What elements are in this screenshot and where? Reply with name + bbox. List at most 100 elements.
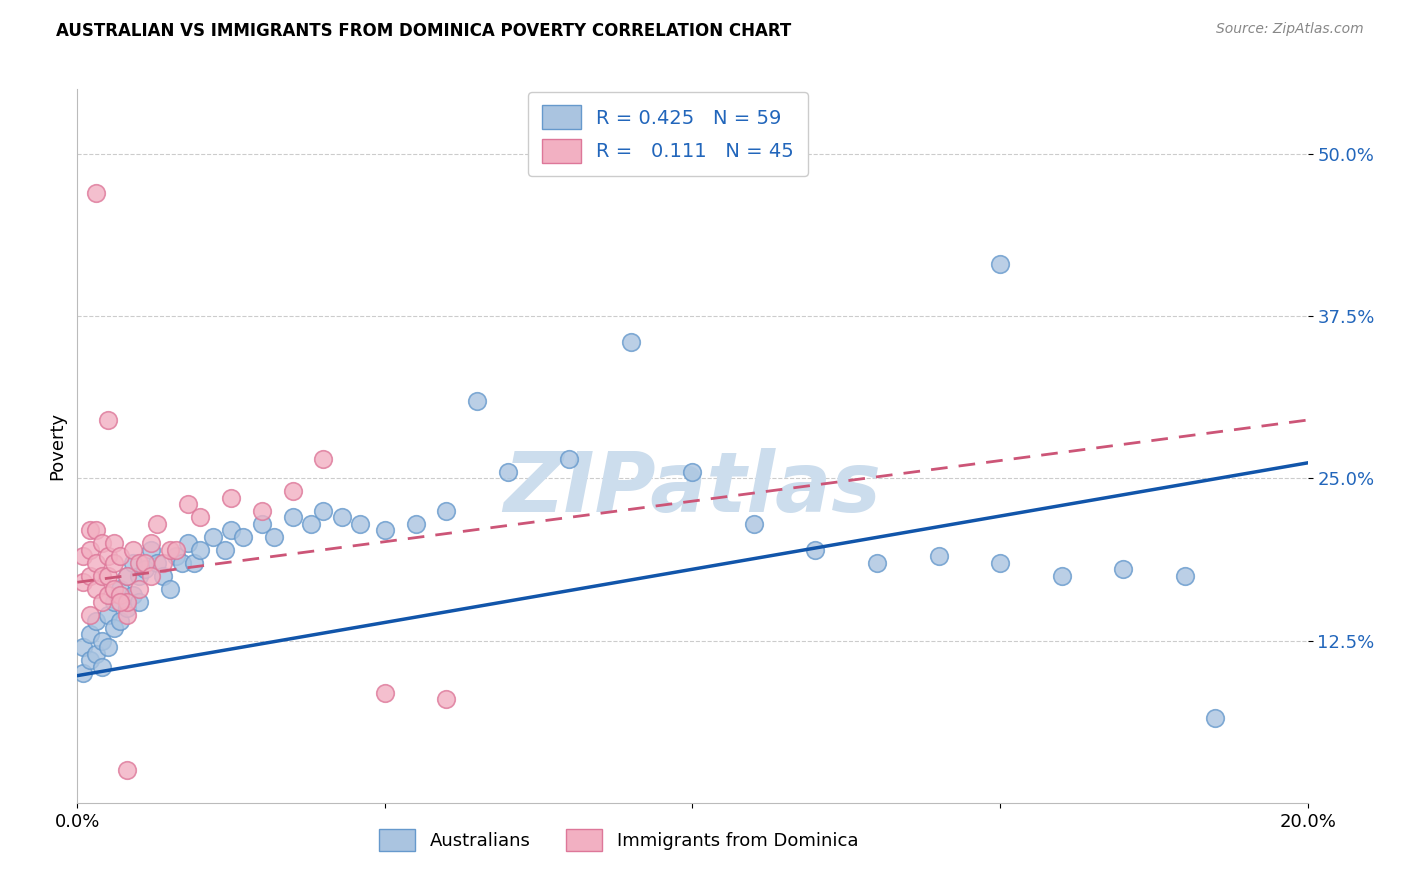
Point <box>170 556 193 570</box>
Point <box>72 640 94 654</box>
Point <box>97 413 120 427</box>
Point <box>134 556 156 570</box>
Point <box>436 504 458 518</box>
Point <box>97 568 120 582</box>
Point <box>177 536 200 550</box>
Point <box>115 568 138 582</box>
Point <box>97 640 120 654</box>
Point <box>79 627 101 641</box>
Point <box>188 542 212 557</box>
Point <box>90 633 114 648</box>
Point <box>299 516 322 531</box>
Point <box>152 556 174 570</box>
Point <box>110 582 132 596</box>
Point <box>128 568 150 582</box>
Point <box>84 582 107 596</box>
Point <box>110 614 132 628</box>
Point <box>141 542 163 557</box>
Point <box>159 542 181 557</box>
Point <box>465 393 488 408</box>
Point <box>183 556 205 570</box>
Point <box>219 524 242 538</box>
Point <box>72 549 94 564</box>
Point <box>141 536 163 550</box>
Point <box>90 568 114 582</box>
Point <box>121 542 143 557</box>
Point <box>804 542 827 557</box>
Point <box>1050 568 1073 582</box>
Point <box>84 524 107 538</box>
Point <box>103 595 125 609</box>
Point <box>115 764 138 778</box>
Y-axis label: Poverty: Poverty <box>48 412 66 480</box>
Point <box>330 510 353 524</box>
Point <box>152 568 174 582</box>
Point <box>496 465 519 479</box>
Point <box>928 549 950 564</box>
Point <box>115 568 138 582</box>
Point <box>742 516 765 531</box>
Point <box>84 556 107 570</box>
Text: AUSTRALIAN VS IMMIGRANTS FROM DOMINICA POVERTY CORRELATION CHART: AUSTRALIAN VS IMMIGRANTS FROM DOMINICA P… <box>56 22 792 40</box>
Point <box>84 186 107 200</box>
Point <box>79 568 101 582</box>
Point <box>79 542 101 557</box>
Point <box>90 595 114 609</box>
Point <box>250 504 273 518</box>
Point <box>349 516 371 531</box>
Point <box>165 542 187 557</box>
Text: Source: ZipAtlas.com: Source: ZipAtlas.com <box>1216 22 1364 37</box>
Point <box>232 530 254 544</box>
Text: ZIPatlas: ZIPatlas <box>503 449 882 529</box>
Point <box>988 257 1011 271</box>
Point <box>312 452 335 467</box>
Point <box>79 524 101 538</box>
Point <box>374 685 396 699</box>
Point <box>97 549 120 564</box>
Point <box>177 497 200 511</box>
Point <box>436 692 458 706</box>
Point <box>146 556 169 570</box>
Point <box>103 556 125 570</box>
Point <box>866 556 889 570</box>
Point <box>110 588 132 602</box>
Point <box>988 556 1011 570</box>
Point <box>250 516 273 531</box>
Point <box>312 504 335 518</box>
Point <box>134 562 156 576</box>
Point <box>405 516 427 531</box>
Point <box>84 614 107 628</box>
Point <box>90 536 114 550</box>
Point <box>682 465 704 479</box>
Point <box>115 601 138 615</box>
Point <box>1204 711 1226 725</box>
Point <box>1112 562 1135 576</box>
Point <box>201 530 224 544</box>
Point <box>620 335 643 350</box>
Point <box>128 582 150 596</box>
Point <box>103 621 125 635</box>
Point <box>558 452 581 467</box>
Point <box>159 582 181 596</box>
Legend: Australians, Immigrants from Dominica: Australians, Immigrants from Dominica <box>371 822 866 858</box>
Point <box>214 542 236 557</box>
Point <box>1174 568 1197 582</box>
Point <box>263 530 285 544</box>
Point <box>90 659 114 673</box>
Point <box>115 595 138 609</box>
Point <box>128 556 150 570</box>
Point <box>103 582 125 596</box>
Point <box>281 510 304 524</box>
Point <box>128 595 150 609</box>
Point <box>79 607 101 622</box>
Point <box>84 647 107 661</box>
Point <box>110 549 132 564</box>
Point <box>103 536 125 550</box>
Point <box>219 491 242 505</box>
Point <box>281 484 304 499</box>
Point <box>374 524 396 538</box>
Point <box>72 666 94 681</box>
Point <box>110 595 132 609</box>
Point <box>165 549 187 564</box>
Point <box>141 568 163 582</box>
